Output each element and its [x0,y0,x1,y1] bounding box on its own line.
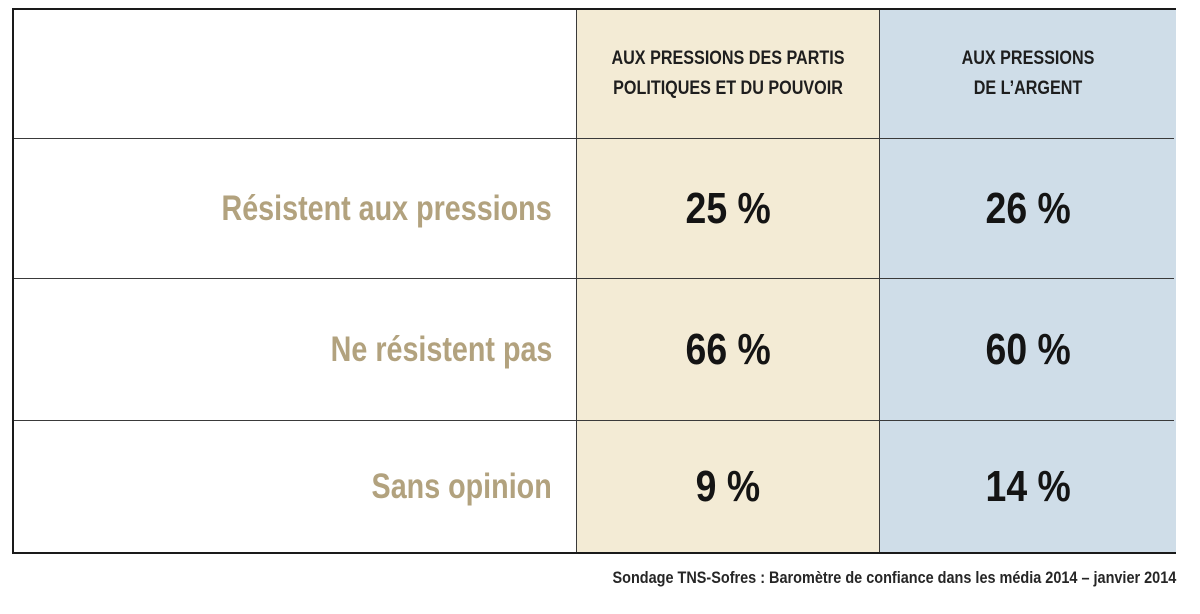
value-text: 26 % [985,183,1071,233]
value-cell: 9 % [577,421,879,552]
value-cell: 66 % [577,279,879,420]
header-col-b-line1: Aux pressions [961,48,1095,69]
header-political-pressure: Aux pressions des partis politiques et d… [577,10,879,138]
value-cell: 25 % [577,139,879,278]
row-label-text: Sans opinion [371,466,552,506]
column-divider [879,10,880,552]
row-label: Sans opinion [14,421,576,552]
row-label-text: Ne résistent pas [330,329,552,369]
value-cell: 14 % [880,421,1176,552]
source-caption: Sondage TNS-Sofres : Baromètre de confia… [612,568,1176,587]
header-col-b-line2: de l’argent [973,78,1083,99]
value-cell: 26 % [880,139,1176,278]
row-label: Ne résistent pas [14,279,576,420]
row-divider [14,420,1174,421]
row-label-text: Résistent aux pressions [221,188,552,228]
header-col-a-line2: politiques et du pouvoir [613,78,843,99]
header-col-a-line1: Aux pressions des partis [611,48,845,69]
column-money-pressure [880,10,1176,552]
value-text: 25 % [685,183,771,233]
value-text: 14 % [985,461,1071,511]
label-column [14,10,576,552]
value-text: 60 % [985,324,1071,374]
column-political-pressure [577,10,879,552]
value-text: 9 % [695,461,761,511]
value-cell: 60 % [880,279,1176,420]
value-text: 66 % [685,324,771,374]
row-divider [14,138,1174,139]
row-divider [14,278,1174,279]
results-table: Aux pressions des partis politiques et d… [12,8,1176,554]
header-money-pressure: Aux pressions de l’argent [880,10,1176,138]
column-divider [576,10,577,552]
row-label: Résistent aux pressions [14,139,576,278]
